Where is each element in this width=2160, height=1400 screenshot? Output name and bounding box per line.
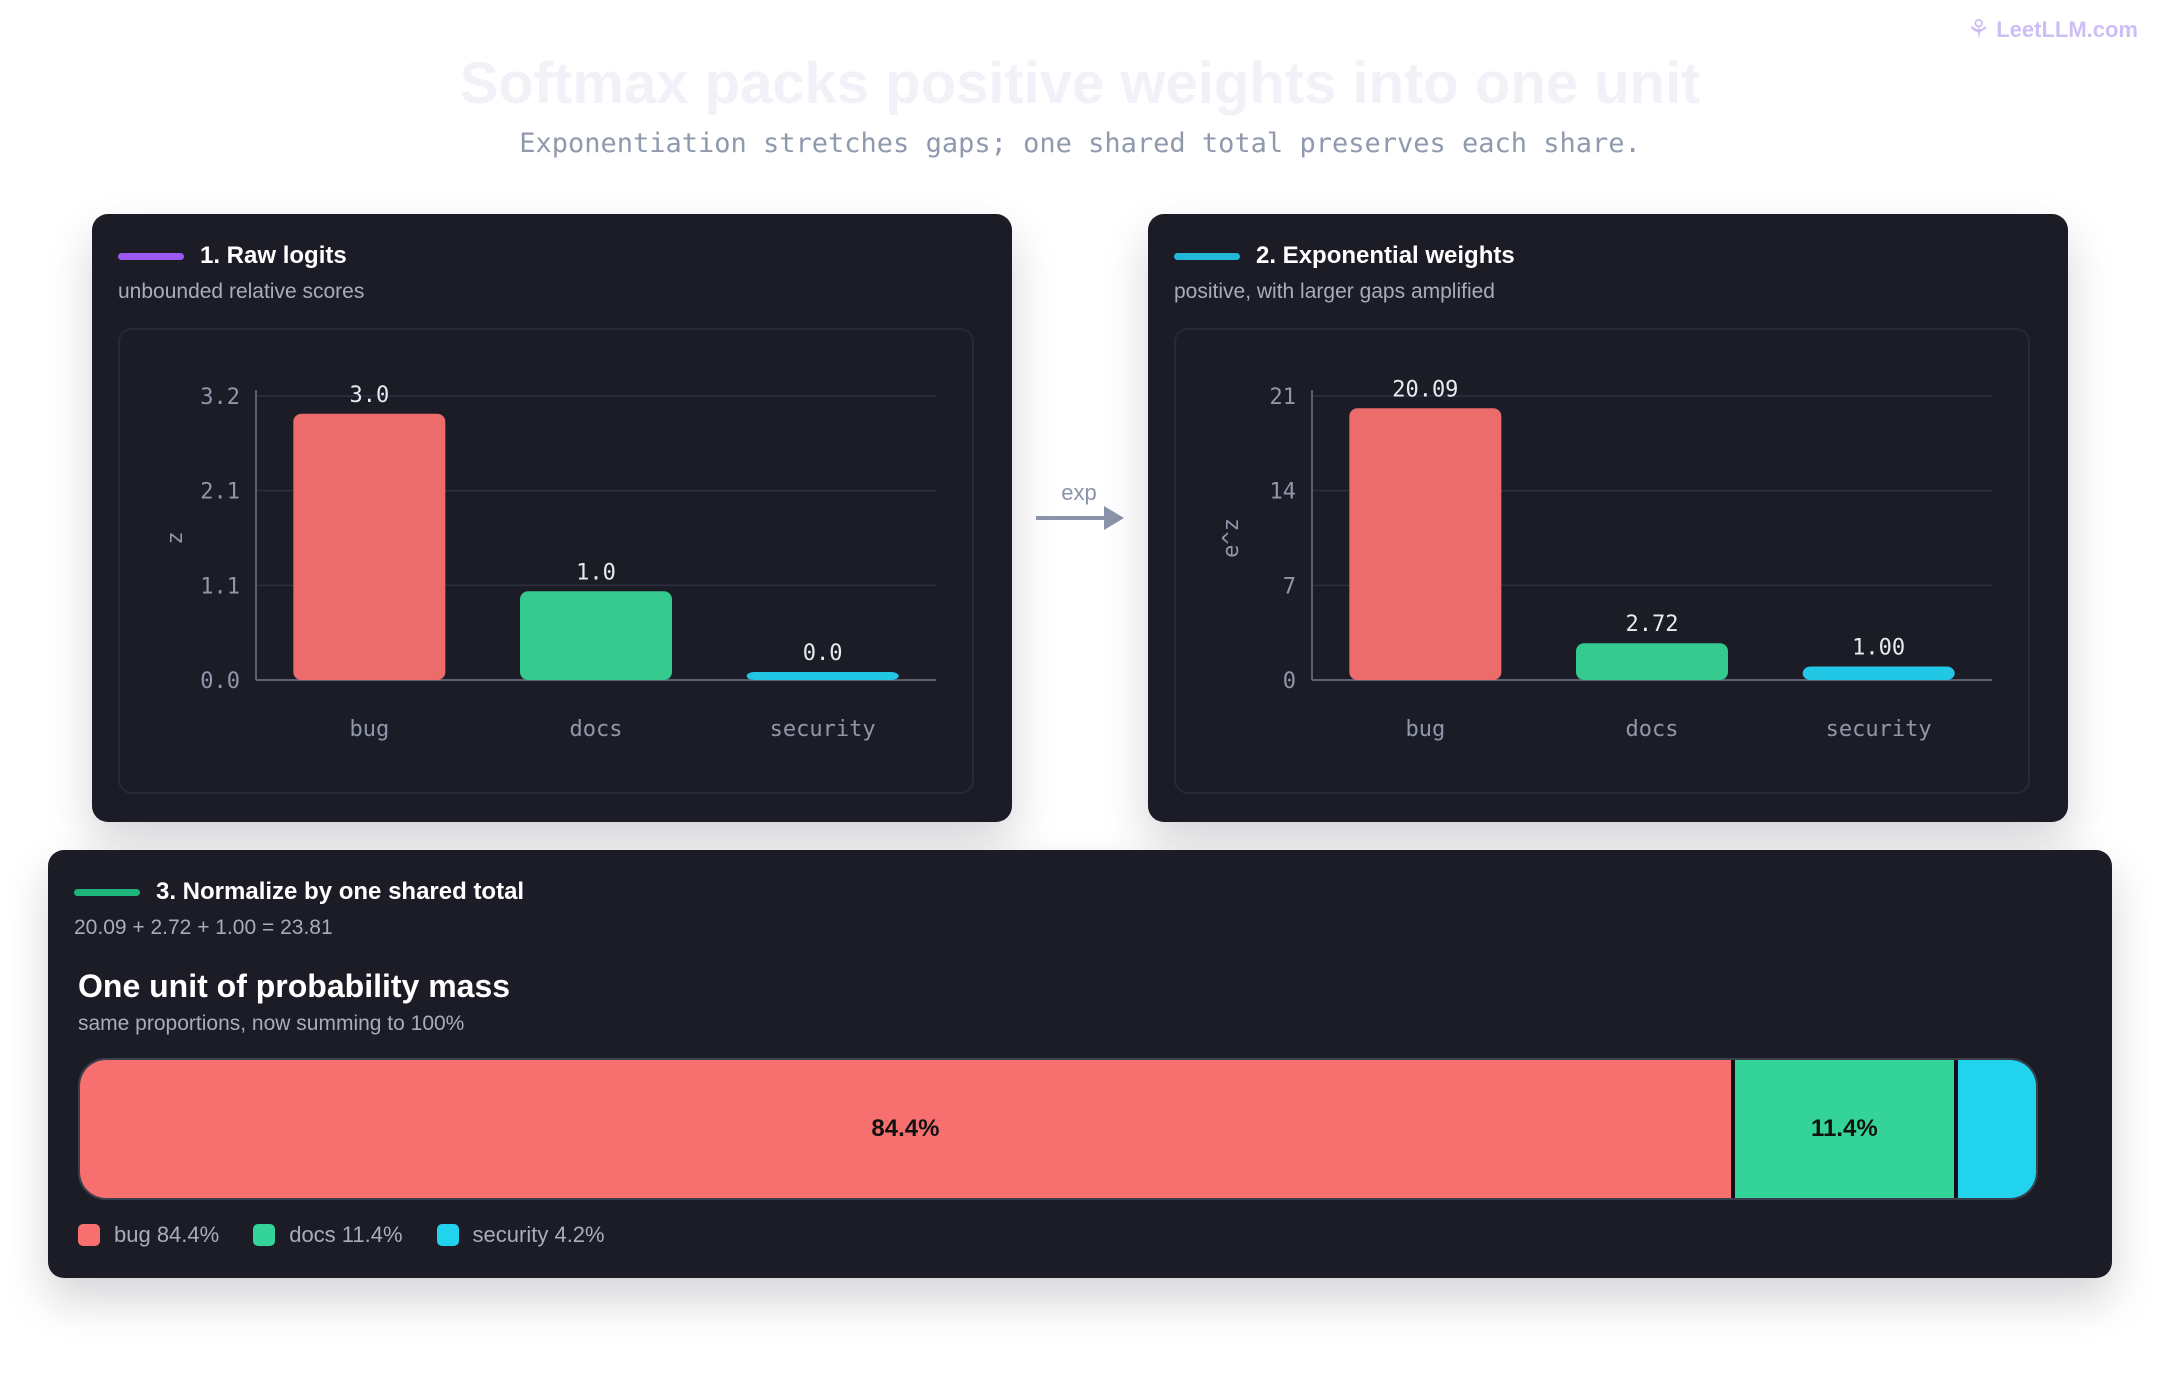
legend-label: bug 84.4% xyxy=(114,1222,220,1247)
sum-equation: 20.09 + 2.72 + 1.00 = 23.81 xyxy=(74,916,333,939)
bar-docs xyxy=(520,591,672,680)
legend-item-bug: bug 84.4% xyxy=(78,1222,219,1248)
y-tick-label: 1.1 xyxy=(200,574,240,599)
y-tick-label: 21 xyxy=(1270,385,1297,410)
value-label: 20.09 xyxy=(1392,377,1458,402)
bar-bug xyxy=(293,413,446,680)
brand-name: LeetLLM.com xyxy=(1996,16,2138,42)
raw-logits-chart: 0.0 1.1 2.1 3.2 z 3.0 bug 1.0 docs 0.0 security xyxy=(118,328,974,794)
y-tick-label: 0 xyxy=(1283,669,1296,694)
x-tick-label: bug xyxy=(1405,717,1445,742)
raw-logits-svg: 0.0 1.1 2.1 3.2 z 3.0 bug 1.0 docs 0.0 security xyxy=(163,383,936,742)
panel-header: 2. Exponential weights xyxy=(1174,242,1515,270)
normalize-panel: 3. Normalize by one shared total 20.09 +… xyxy=(48,850,2112,1278)
exponential-weights-svg: 0 7 14 21 e^z 20.09 bug 2.72 docs 1.00 security xyxy=(1219,377,1992,742)
value-label: 1.0 xyxy=(576,560,616,585)
y-axis-label: e^z xyxy=(1219,518,1244,558)
accent-bar xyxy=(74,888,140,896)
value-label: 3.0 xyxy=(349,383,389,408)
page-title: Softmax packs positive weights into one … xyxy=(459,51,1701,116)
legend-label: docs 11.4% xyxy=(289,1222,403,1247)
brain-icon: ⚘ xyxy=(1966,14,1991,44)
y-tick-label: 0.0 xyxy=(200,669,240,694)
flow-label: exp xyxy=(1061,480,1097,505)
accent-bar xyxy=(1174,252,1240,260)
x-tick-label: security xyxy=(770,717,876,742)
y-tick-label: 3.2 xyxy=(200,385,240,410)
segment-docs: 11.4% xyxy=(1730,1060,1954,1198)
mass-title: One unit of probability mass xyxy=(78,968,511,1004)
bar-bug xyxy=(1349,408,1502,680)
bar-docs xyxy=(1576,643,1728,680)
legend-label: security 4.2% xyxy=(472,1222,605,1247)
bar-security xyxy=(1802,666,1955,680)
segment-bug: 84.4% xyxy=(80,1060,1731,1198)
panel-title: 1. Raw logits xyxy=(200,242,347,269)
x-tick-label: bug xyxy=(349,717,389,742)
legend-swatch xyxy=(253,1224,276,1246)
panel-title: 3. Normalize by one shared total xyxy=(156,878,525,905)
panel-subtitle: positive, with larger gaps amplified xyxy=(1174,280,1495,303)
accent-bar xyxy=(118,252,184,260)
arrow-right-icon xyxy=(1036,506,1124,530)
legend-item-docs: docs 11.4% xyxy=(253,1222,403,1248)
y-tick-label: 7 xyxy=(1283,574,1296,599)
exponential-weights-chart: 0 7 14 21 e^z 20.09 bug 2.72 docs 1.00 security xyxy=(1174,328,2030,794)
value-label: 0.0 xyxy=(803,641,843,666)
legend-item-security: security 4.2% xyxy=(436,1222,605,1248)
x-tick-label: docs xyxy=(570,717,623,742)
value-label: 1.00 xyxy=(1852,635,1905,660)
y-tick-label: 2.1 xyxy=(200,480,240,505)
x-tick-label: docs xyxy=(1626,717,1679,742)
panel-subtitle: unbounded relative scores xyxy=(118,280,365,303)
exp-flow: exp xyxy=(1034,480,1130,540)
y-tick-label: 14 xyxy=(1270,480,1297,505)
panel-header: 3. Normalize by one shared total xyxy=(74,878,524,906)
legend-swatch xyxy=(78,1224,100,1246)
legend-swatch xyxy=(436,1224,459,1246)
page-subtitle: Exponentiation stretches gaps; one share… xyxy=(519,128,1641,159)
segment-security xyxy=(1953,1060,2036,1198)
bar-security xyxy=(746,672,899,680)
panel-header: 1. Raw logits xyxy=(118,242,347,270)
probability-stacked-bar: 84.4% 11.4% xyxy=(78,1058,2038,1200)
legend: bug 84.4% docs 11.4% security 4.2% xyxy=(78,1222,605,1248)
raw-logits-panel: 1. Raw logits unbounded relative scores … xyxy=(92,214,1012,822)
brand: ⚘ LeetLLM.com xyxy=(1967,14,2138,45)
x-tick-label: security xyxy=(1826,717,1932,742)
y-axis-label: z xyxy=(163,531,188,544)
mass-subtitle: same proportions, now summing to 100% xyxy=(78,1012,465,1035)
panel-title: 2. Exponential weights xyxy=(1256,242,1515,269)
value-label: 2.72 xyxy=(1626,612,1679,637)
exponential-weights-panel: 2. Exponential weights positive, with la… xyxy=(1148,214,2068,822)
